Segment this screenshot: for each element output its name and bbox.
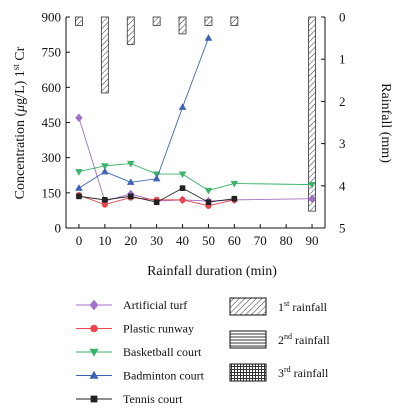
y2-tick-label: 0 bbox=[339, 10, 346, 25]
data-point bbox=[75, 184, 83, 191]
axes bbox=[65, 16, 326, 229]
x-tick-label: 10 bbox=[98, 233, 111, 248]
y-tick-label: 0 bbox=[55, 221, 62, 236]
legend-rainfall-1: 2nd rainfall bbox=[229, 330, 330, 349]
data-point bbox=[101, 201, 108, 208]
legend-marker bbox=[90, 395, 98, 403]
legend-item-1: Plastic runway bbox=[76, 322, 194, 336]
data-point bbox=[101, 163, 109, 170]
x-tick-label: 90 bbox=[306, 233, 319, 248]
legend: Artificial turf Plastic runway Basketball … bbox=[76, 297, 330, 406]
series-4 bbox=[76, 185, 238, 206]
legend-label: Artificial turf bbox=[123, 298, 187, 312]
series-line-2 bbox=[78, 163, 313, 191]
x-tick-label: 50 bbox=[202, 233, 215, 248]
legend-item-2: Basketball court bbox=[76, 345, 202, 359]
data-point bbox=[308, 194, 316, 203]
series-2 bbox=[75, 160, 316, 195]
x-tick-label: 60 bbox=[228, 233, 241, 248]
y2-tick-label: 1 bbox=[339, 52, 346, 67]
y-tick-label: 900 bbox=[42, 10, 62, 25]
y-tick-label: 300 bbox=[42, 150, 62, 165]
legend-label: Tennis court bbox=[123, 392, 183, 406]
data-point bbox=[231, 195, 238, 202]
rainfall-bar-5 bbox=[204, 16, 213, 26]
legend-rainfall-0: 1st rainfall bbox=[229, 297, 328, 316]
series-line-3 bbox=[78, 37, 209, 189]
y-tick-label: 600 bbox=[42, 80, 62, 95]
y-tick-label: 450 bbox=[42, 115, 62, 130]
data-point bbox=[178, 103, 187, 110]
legend-swatch bbox=[229, 363, 267, 382]
rainfall-bar-1 bbox=[100, 16, 109, 94]
legend-label: 2nd rainfall bbox=[278, 332, 330, 347]
x-tick-label: 40 bbox=[176, 233, 189, 248]
series-line-0 bbox=[78, 117, 313, 202]
x-tick-label: 80 bbox=[280, 233, 293, 248]
legend-marker bbox=[89, 370, 99, 379]
series-0 bbox=[75, 113, 316, 206]
y-tick-label: 750 bbox=[42, 45, 62, 60]
y-tick-label: 150 bbox=[42, 185, 62, 200]
rainfall-bar-2 bbox=[126, 16, 135, 45]
legend-item-0: Artificial turf bbox=[76, 298, 187, 312]
legend-label: Badminton court bbox=[123, 369, 205, 383]
x-tick-label: 30 bbox=[150, 233, 163, 248]
x-tick-label: 70 bbox=[254, 233, 267, 248]
data-point bbox=[179, 196, 186, 204]
data-point bbox=[152, 174, 161, 182]
data-point bbox=[153, 199, 160, 206]
data-point bbox=[76, 193, 82, 200]
data-point bbox=[101, 167, 109, 175]
series-3 bbox=[75, 34, 213, 191]
y2-tick-label: 5 bbox=[339, 221, 346, 236]
data-point bbox=[179, 185, 186, 191]
legend-swatch bbox=[229, 297, 267, 316]
rainfall-bars bbox=[75, 16, 316, 212]
legend-item-4: Tennis court bbox=[76, 392, 183, 406]
data-point bbox=[204, 34, 213, 41]
data-point bbox=[75, 113, 83, 123]
x-tick-label: 20 bbox=[124, 233, 137, 248]
data-point bbox=[126, 178, 135, 185]
x-axis-label: Rainfall duration (min) bbox=[147, 264, 277, 279]
data-point bbox=[308, 181, 316, 189]
y2-tick-label: 4 bbox=[339, 178, 346, 193]
legend-label: Plastic runway bbox=[123, 322, 194, 336]
rainfall-bar-7 bbox=[308, 16, 316, 212]
x-tick-label: 0 bbox=[76, 233, 83, 248]
rainfall-bar-6 bbox=[230, 16, 239, 26]
data-point bbox=[230, 180, 239, 188]
y-axis-label: Concentration (μg/L) 1st Cr bbox=[11, 46, 28, 199]
legend-marker bbox=[89, 299, 99, 311]
legend-label: 1st rainfall bbox=[278, 299, 328, 314]
rainfall-bar-0 bbox=[75, 16, 83, 26]
legend-marker bbox=[89, 348, 99, 357]
y2-tick-label: 2 bbox=[339, 94, 346, 109]
y2-tick-label: 3 bbox=[339, 136, 346, 151]
data-point bbox=[204, 187, 213, 195]
legend-label: Basketball court bbox=[123, 345, 202, 359]
legend-rainfall-2: 3rd rainfall bbox=[229, 363, 329, 382]
rainfall-bar-4 bbox=[178, 16, 187, 35]
legend-swatch bbox=[229, 330, 267, 349]
legend-marker bbox=[90, 324, 98, 333]
data-point bbox=[102, 197, 108, 203]
data-point bbox=[178, 171, 187, 179]
data-point bbox=[127, 193, 134, 200]
legend-label: 3rd rainfall bbox=[278, 365, 329, 380]
y2-axis-label: Rainfall (mm) bbox=[378, 83, 393, 163]
rainfall-bar-3 bbox=[152, 16, 161, 26]
data-point bbox=[75, 169, 83, 176]
data-point bbox=[205, 199, 212, 206]
series bbox=[75, 34, 316, 209]
legend-item-3: Badminton court bbox=[76, 369, 205, 383]
data-point bbox=[126, 160, 135, 168]
